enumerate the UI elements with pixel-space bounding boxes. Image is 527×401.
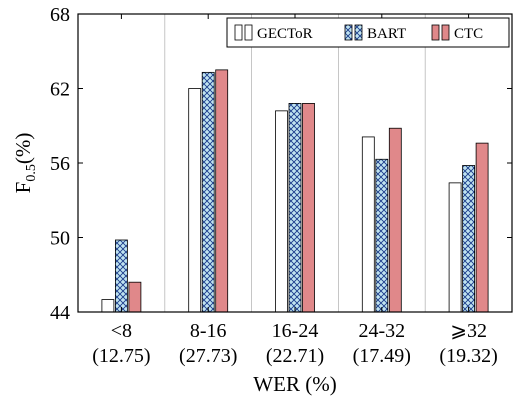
x-tick-sublabel: (17.49) <box>353 345 411 367</box>
legend-swatch <box>344 24 353 41</box>
bar-ctc-0 <box>128 281 142 313</box>
legend-box <box>226 17 510 48</box>
bar-bart-4 <box>462 165 476 313</box>
x-tick-sublabel: (27.73) <box>179 345 237 367</box>
x-axis-ticks: <8 (12.75) 8-16 (27.73) 16-24 (22.71) 24-32 (17… <box>92 14 498 367</box>
bar-gector-2 <box>275 110 288 313</box>
bar-ctc-3 <box>388 127 402 313</box>
x-tick-label: <8 <box>111 320 132 342</box>
bar-ctc-1 <box>215 69 229 313</box>
legend-label: BART <box>367 26 406 42</box>
bar-bart-0 <box>115 239 128 313</box>
legend-swatch <box>441 24 450 41</box>
bar-gector-1 <box>188 88 202 313</box>
y-tick-label: 44 <box>50 302 70 324</box>
x-tick-label: ⩾32 <box>450 320 487 342</box>
x-tick-sublabel: (22.71) <box>266 345 324 367</box>
y-tick-label: 62 <box>50 79 70 101</box>
bar-bart-1 <box>201 71 215 313</box>
legend: GECToR BART CTC <box>226 17 510 48</box>
bar-gector-0 <box>101 299 115 313</box>
y-axis-ticks: 44 50 56 62 68 <box>50 4 512 324</box>
x-axis-label: WER (%) <box>253 372 336 396</box>
y-tick-label: 50 <box>50 228 70 250</box>
legend-swatch <box>244 24 253 41</box>
y-axis-label: F0.5(%) <box>11 133 39 194</box>
x-tick-sublabel: (12.75) <box>92 345 150 367</box>
grid-lines <box>164 14 426 312</box>
x-tick-sublabel: (19.32) <box>439 345 497 367</box>
y-tick-label: 56 <box>50 153 70 175</box>
legend-label: CTC <box>454 26 483 42</box>
x-tick-label: 24-32 <box>358 320 405 342</box>
bar-bart-2 <box>288 103 302 313</box>
bar-bart-3 <box>375 158 389 313</box>
legend-swatch <box>234 24 243 41</box>
bar-ctc-2 <box>302 103 315 313</box>
x-tick-label: 8-16 <box>190 320 227 342</box>
bar-ctc-4 <box>475 142 489 313</box>
legend-label: GECToR <box>257 26 313 42</box>
bars <box>101 69 489 313</box>
bar-gector-3 <box>361 136 375 313</box>
bar-gector-4 <box>448 182 462 313</box>
legend-swatch <box>431 24 440 41</box>
x-tick-label: 16-24 <box>272 320 319 342</box>
y-tick-label: 68 <box>50 4 70 26</box>
legend-swatch <box>354 24 363 41</box>
